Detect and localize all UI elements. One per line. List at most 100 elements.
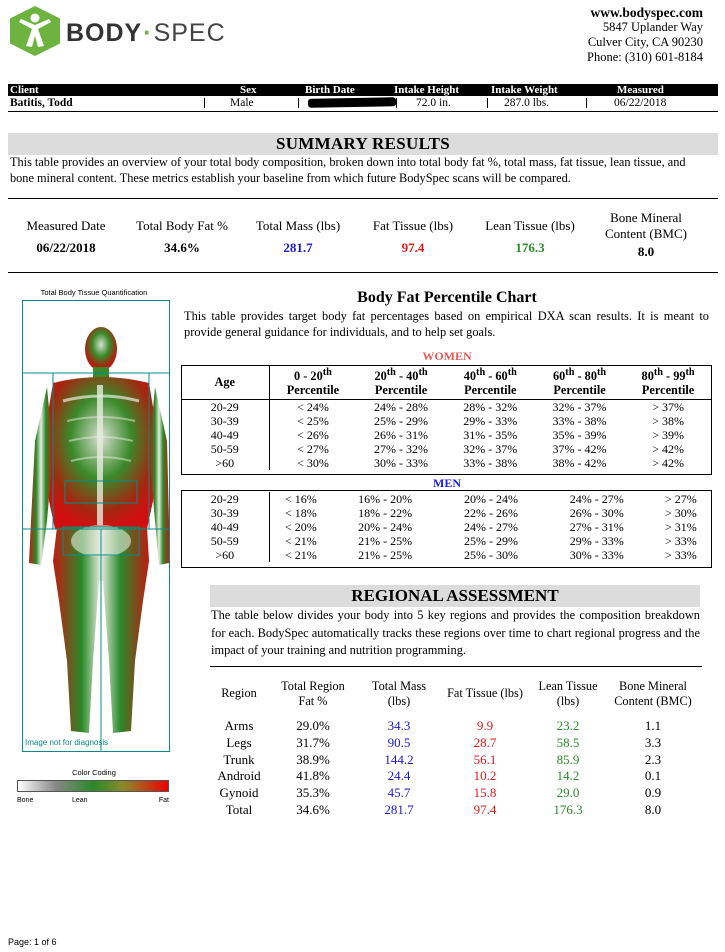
phone: Phone: (310) 601-8184 xyxy=(587,50,703,64)
men-row: >60 < 21% 21% - 25% 25% - 30% 30% - 33% > 33% xyxy=(181,548,712,562)
website[interactable]: www.bodyspec.com xyxy=(590,5,703,20)
region-name: Arms xyxy=(224,718,254,733)
client-label: Client xyxy=(10,84,39,96)
percentile-cell: 24% - 27% xyxy=(569,492,624,506)
page-number: Page: 1 of 6 xyxy=(8,937,57,947)
percentile-cell: 27% - 32% xyxy=(374,441,429,456)
metric-total-body-fat: Total Body Fat % 34.6% xyxy=(136,218,228,255)
regional-row: Arms 29.0% 34.3 9.9 23.2 1.1 xyxy=(0,717,725,734)
percentile-cell: 18% - 22% xyxy=(358,506,413,520)
region-name: Android xyxy=(217,768,261,784)
percentile-cell: < 27% xyxy=(297,441,329,456)
intake-height-label: Intake Height xyxy=(394,84,460,96)
women-row: >60 < 30% 30% - 33% 33% - 38% 38% - 42% > 42% xyxy=(181,455,712,470)
person-star-icon xyxy=(10,6,60,56)
region-value: 10.2 xyxy=(473,768,497,784)
logo-wordmark: BODY·SPEC xyxy=(66,19,226,47)
men-row: 40-49 < 20% 20% - 24% 24% - 27% 27% - 31% > 3… xyxy=(181,520,712,534)
percentile-cell: < 18% xyxy=(284,506,317,520)
age-cell: 30-39 xyxy=(181,506,270,520)
percentile-cell: 20% - 24% xyxy=(463,492,518,506)
women-row: 40-49 < 26% 26% - 31% 31% - 35% 35% - 39% > 3… xyxy=(181,427,712,442)
sex-label: Sex xyxy=(240,84,257,96)
birth-date-label: Birth Date xyxy=(305,84,355,96)
region-value: 45.7 xyxy=(387,785,411,801)
women-rows: 20-29 < 24% 24% - 28% 28% - 32% 32% - 37% > 3… xyxy=(181,399,712,470)
region-lean-header: Lean Tissue (lbs) xyxy=(538,679,598,708)
percentile-cell: 16% - 20% xyxy=(358,492,413,506)
region-value: 31.7% xyxy=(296,734,330,750)
fat-label: Fat xyxy=(158,797,169,804)
region-name: Trunk xyxy=(223,751,255,767)
percentile-cell: > 38% xyxy=(652,413,684,428)
percentile-cell: > 37% xyxy=(652,399,684,414)
region-value: 23.2 xyxy=(556,718,580,733)
region-fat-header: Total Region Fat % xyxy=(281,679,345,708)
region-value: 29.0 xyxy=(556,785,580,801)
region-value: 35.3% xyxy=(296,785,330,801)
percentile-cell: 21% - 25% xyxy=(358,534,413,548)
region-value: 144.2 xyxy=(384,751,414,767)
percentile-cell: < 26% xyxy=(297,427,329,442)
region-value: 97.4 xyxy=(473,802,497,817)
women-row: 30-39 < 25% 25% - 29% 29% - 33% 33% - 38% > 3… xyxy=(181,413,712,428)
percentile-cell: 26% - 30% xyxy=(569,506,624,520)
col-0-20: 0 - 20th Percentile xyxy=(269,366,357,400)
scan-caption: Total Body Tissue Quantification xyxy=(40,288,148,297)
percentile-title: Body Fat Percentile Chart xyxy=(357,289,537,306)
metric-total-mass: Total Mass (lbs) 281.7 xyxy=(255,218,341,255)
client-sex: Male xyxy=(230,97,254,109)
percentile-cell: < 25% xyxy=(297,413,329,428)
region-header: Region xyxy=(221,686,257,700)
percentile-cell: > 42% xyxy=(652,441,684,456)
client-weight: 287.0 lbs. xyxy=(504,97,550,109)
percentile-cell: 22% - 26% xyxy=(463,506,518,520)
metric-lean-tissue: Lean Tissue (lbs) 176.3 xyxy=(485,218,575,255)
percentile-cell: 33% - 38% xyxy=(463,455,518,470)
intake-weight-label: Intake Weight xyxy=(491,84,558,96)
age-cell: >60 xyxy=(181,455,270,470)
bodyspec-logo: BODY·SPEC xyxy=(10,6,225,60)
percentile-cell: > 30% xyxy=(664,506,697,520)
percentile-cell: 30% - 33% xyxy=(569,548,624,562)
region-value: 41.8% xyxy=(296,768,330,784)
percentile-cell: 29% - 33% xyxy=(569,534,624,548)
percentile-cell: 30% - 33% xyxy=(374,455,429,470)
percentile-cell: < 24% xyxy=(297,399,329,414)
percentile-cell: < 16% xyxy=(284,492,317,506)
percentile-cell: 28% - 32% xyxy=(463,399,518,414)
body-scan-frame: Image not for diagnosis xyxy=(22,300,170,752)
percentile-cell: 32% - 37% xyxy=(463,441,518,456)
region-name: Gynoid xyxy=(219,785,259,801)
percentile-cell: 25% - 29% xyxy=(463,534,518,548)
client-data-row: Batitis, Todd Male 72.0 in. 287.0 lbs. 0… xyxy=(8,96,718,112)
address-line-1: 5847 Uplander Way xyxy=(602,20,703,34)
region-value: 56.1 xyxy=(473,751,497,767)
region-value: 281.7 xyxy=(384,802,414,817)
redacted-birth-date xyxy=(307,97,397,108)
company-address: www.bodyspec.com 5847 Uplander Way Culve… xyxy=(587,5,703,65)
region-value: 34.3 xyxy=(387,718,411,733)
region-bmc-header: Bone Mineral Content (BMC) xyxy=(614,679,692,708)
dxa-body-scan: Total Body Tissue Quantification xyxy=(14,288,174,768)
regional-row: Gynoid 35.3% 45.7 15.8 29.0 0.9 xyxy=(0,784,725,801)
col-40-60: 40th - 60th Percentile xyxy=(445,366,535,400)
men-label: MEN xyxy=(433,476,461,490)
region-value: 2.3 xyxy=(644,751,662,767)
age-cell: >60 xyxy=(181,548,270,562)
percentile-cell: 31% - 35% xyxy=(463,427,518,442)
women-label: WOMEN xyxy=(422,349,472,363)
region-value: 38.9% xyxy=(296,751,330,767)
percentile-cell: > 39% xyxy=(652,427,684,442)
men-percentile-table: 20-29 < 16% 16% - 20% 20% - 24% 24% - 27% > 2… xyxy=(181,492,712,562)
region-value: 28.7 xyxy=(473,734,497,750)
region-value: 24.4 xyxy=(387,768,411,784)
percentile-cell: 25% - 30% xyxy=(463,548,518,562)
color-coding-bar xyxy=(17,780,169,792)
percentile-cell: 27% - 31% xyxy=(569,520,624,534)
percentile-cell: 21% - 25% xyxy=(358,548,413,562)
percentile-cell: > 27% xyxy=(664,492,697,506)
age-cell: 50-59 xyxy=(181,534,270,548)
region-value: 14.2 xyxy=(556,768,580,784)
metric-bmc: Bone Mineral Content (BMC) 8.0 xyxy=(605,210,687,259)
